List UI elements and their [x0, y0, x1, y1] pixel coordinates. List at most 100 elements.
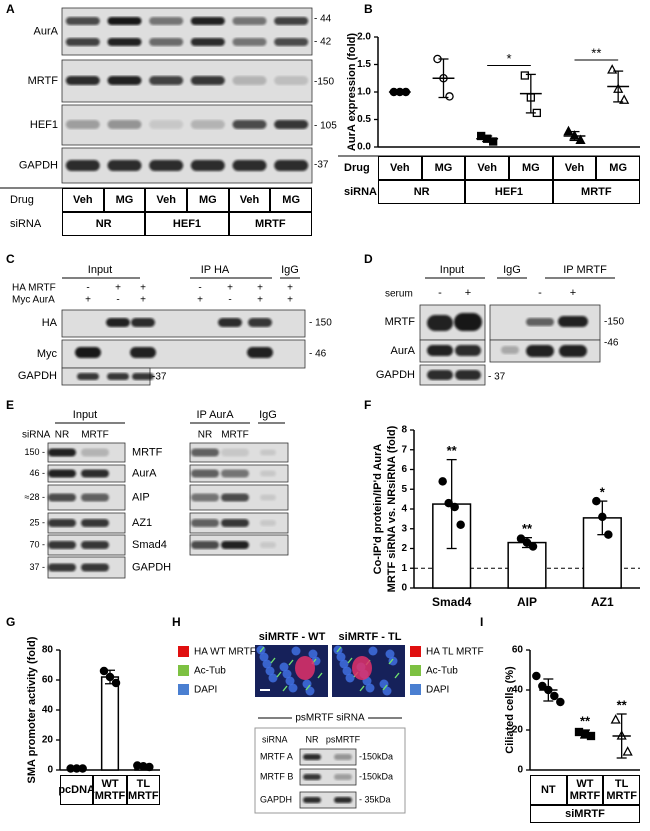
- condition-sign: -: [86, 283, 89, 294]
- blot-band: [248, 318, 272, 327]
- y-tick-label: 2.0: [357, 32, 371, 43]
- blot-band: [526, 318, 554, 326]
- data-point: [556, 697, 565, 707]
- size-marker: ≈28 -: [25, 492, 45, 502]
- panel-label: E: [6, 398, 14, 412]
- blot-row-label: AurA: [132, 467, 157, 479]
- blot-panel: [299, 748, 357, 766]
- blot-band: [260, 449, 276, 456]
- blot-band: [526, 345, 554, 357]
- significance: **: [617, 697, 628, 712]
- y-tick-label: 40: [42, 705, 54, 716]
- blot-band: [232, 160, 267, 171]
- condition-label: HA MRTF: [12, 283, 56, 294]
- nucleus: [285, 676, 295, 686]
- y-tick-label: 0: [517, 765, 523, 776]
- blot-band: [48, 469, 76, 478]
- y-tick-label: 1.0: [357, 87, 371, 98]
- size-marker: - 44: [314, 14, 332, 25]
- nucleus: [291, 646, 301, 656]
- blot-row-label: HA: [42, 317, 58, 329]
- blot-band: [107, 160, 142, 171]
- blot-band: [190, 38, 225, 46]
- legend-swatch: [410, 665, 421, 676]
- blot-band: [191, 519, 219, 527]
- condition-sign: +: [140, 283, 146, 294]
- group-header: IgG: [259, 409, 277, 421]
- blot-band: [132, 373, 154, 380]
- data-point: [604, 530, 613, 539]
- blot-row-label: GAPDH: [132, 561, 171, 573]
- x-tick-label: AZ1: [591, 595, 614, 609]
- blot-row-label: MRTF: [132, 446, 163, 458]
- data-point: [575, 134, 586, 145]
- blot-band: [48, 493, 76, 502]
- condition-sign: -: [198, 283, 201, 294]
- size-marker: - 37: [488, 372, 506, 383]
- nucleus: [342, 666, 352, 676]
- table-cell: Veh: [62, 188, 104, 212]
- blot-band: [81, 519, 109, 527]
- lane-label: MRTF: [81, 430, 109, 441]
- nucleus: [259, 652, 269, 662]
- blot-band: [75, 347, 101, 358]
- x-category: MG: [421, 156, 466, 180]
- y-tick-label: 60: [512, 645, 524, 656]
- legend-label: Ac-Tub: [426, 666, 458, 677]
- x-category: WT MRTF: [566, 775, 604, 805]
- blot-band: [107, 17, 142, 25]
- blot-band: [334, 754, 352, 760]
- blot-band: [260, 520, 276, 526]
- legend-label: HA WT MRTF: [194, 647, 256, 658]
- group-header: Input: [73, 409, 97, 421]
- blot-row-label: MRTF A: [260, 751, 293, 761]
- y-tick-label: 3: [401, 523, 407, 534]
- legend-swatch: [410, 646, 421, 657]
- data-point: [528, 542, 538, 551]
- blot-row-label: HEF1: [30, 119, 58, 131]
- blot-row-label: AurA: [34, 25, 59, 37]
- x-tick-label: AIP: [517, 595, 537, 609]
- lane-label: MRTF: [221, 430, 249, 441]
- lane-label: NR: [55, 430, 69, 441]
- blot-band: [221, 519, 249, 527]
- group-header: Input: [88, 264, 112, 276]
- blot-band: [149, 160, 184, 171]
- blot-band: [190, 76, 225, 85]
- panel-label: G: [6, 615, 15, 629]
- blot-panel: [61, 7, 313, 56]
- blot-band: [558, 316, 588, 327]
- condition-sign: -: [538, 287, 542, 299]
- nucleus: [345, 673, 355, 683]
- blot-band: [65, 76, 100, 85]
- legend-swatch: [410, 684, 421, 695]
- blot-band: [334, 797, 352, 803]
- blot-band: [274, 160, 309, 171]
- nucleus: [388, 656, 398, 666]
- panel-label: D: [364, 252, 373, 266]
- x-category: WT MRTF: [93, 775, 127, 805]
- x-group: NR: [378, 180, 466, 204]
- blot-band: [48, 519, 76, 527]
- condition-sign: +: [287, 295, 293, 306]
- data-point: [610, 714, 621, 724]
- blot-band: [107, 38, 142, 46]
- condition-label: Myc AurA: [12, 295, 55, 306]
- data-point: [532, 671, 541, 681]
- size-marker: -37: [152, 372, 167, 383]
- blot-row-label: AurA: [391, 345, 416, 357]
- blot-band: [190, 160, 225, 171]
- table-cell: Veh: [228, 188, 271, 212]
- blot-band: [232, 76, 267, 85]
- table-cell: MG: [270, 188, 312, 212]
- y-tick-label: 1: [401, 563, 407, 574]
- data-point: [456, 520, 465, 530]
- cilium: [388, 658, 394, 665]
- group-header: IgG: [281, 264, 299, 276]
- panel-label: C: [6, 252, 15, 266]
- size-marker: - 105: [314, 121, 337, 132]
- nucleus: [385, 649, 395, 659]
- y-tick-label: 0: [47, 765, 53, 776]
- y-axis-label: AurA expression (fold): [346, 33, 358, 151]
- condition-sign: -: [116, 295, 119, 306]
